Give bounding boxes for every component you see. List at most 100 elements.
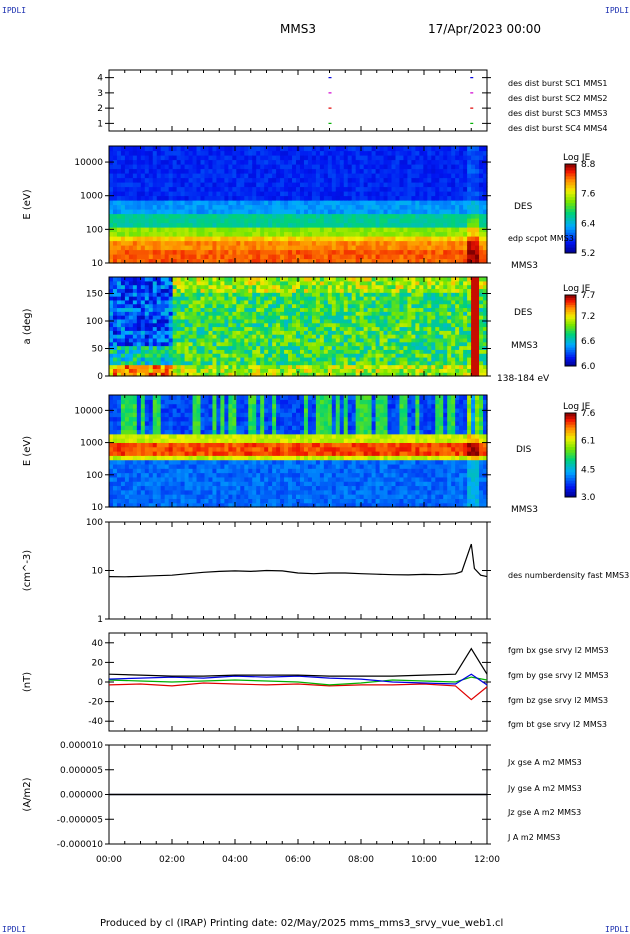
spectrogram-cell bbox=[403, 318, 409, 324]
spectrogram-cell bbox=[164, 277, 170, 282]
spectrogram-cell bbox=[399, 364, 405, 369]
spectrogram-cell bbox=[292, 299, 297, 305]
spectrogram-cell bbox=[347, 150, 353, 156]
spectrogram-cell bbox=[220, 364, 225, 369]
spectrogram-cell bbox=[415, 326, 420, 331]
spectrogram-cell bbox=[212, 288, 218, 293]
spectrogram-cell bbox=[112, 258, 118, 264]
spectrogram-cell bbox=[411, 356, 416, 362]
spectrogram-cell bbox=[379, 299, 385, 305]
spectrogram-cell bbox=[232, 213, 237, 219]
spectrogram-cell bbox=[132, 254, 138, 260]
spectrogram-cell bbox=[427, 303, 432, 309]
spectrogram-cell bbox=[296, 222, 301, 228]
spectrogram-cell bbox=[132, 368, 138, 373]
spectrogram-cell bbox=[307, 360, 313, 366]
spectrogram-cell bbox=[260, 155, 265, 161]
spectrogram-cell bbox=[367, 168, 373, 174]
spectrogram-cell bbox=[407, 303, 412, 309]
spectrogram-cell bbox=[272, 326, 277, 331]
spectrogram-cell bbox=[152, 322, 158, 328]
spectrogram-cell bbox=[276, 277, 281, 282]
spectrogram-cell bbox=[371, 284, 377, 290]
spectrogram-cell bbox=[168, 315, 174, 320]
spectrogram-cell bbox=[268, 164, 273, 170]
spectrogram-cell bbox=[292, 245, 297, 251]
spectrogram-cell bbox=[375, 177, 381, 183]
spectrogram-cell bbox=[323, 240, 329, 246]
spectrogram-cell bbox=[296, 168, 301, 174]
spectrogram-cell bbox=[443, 159, 448, 165]
spectrogram-cell bbox=[264, 353, 269, 358]
spectrogram-cell bbox=[423, 345, 428, 350]
spectrogram-cell bbox=[176, 173, 182, 179]
spectrogram-cell bbox=[109, 322, 114, 328]
spectrogram-cell bbox=[343, 236, 349, 242]
spectrogram-cell bbox=[455, 231, 460, 237]
spectrogram-cell bbox=[160, 322, 166, 328]
spectrogram-cell bbox=[248, 231, 253, 237]
spectrogram-cell bbox=[172, 330, 178, 335]
spectrogram-cell bbox=[144, 307, 150, 312]
spectrogram-cell bbox=[383, 322, 389, 328]
spectrogram-cell bbox=[280, 349, 285, 354]
spectrogram-cell bbox=[399, 337, 405, 343]
spectrogram-cell bbox=[443, 245, 448, 251]
spectrogram-cell bbox=[327, 159, 333, 165]
spectrogram-cell bbox=[220, 209, 225, 215]
spectrogram-cell bbox=[471, 231, 476, 237]
spectrogram-cell bbox=[200, 213, 206, 219]
spectrogram-cell bbox=[124, 315, 130, 320]
spectrogram-cell bbox=[284, 254, 289, 260]
spectrogram-cell bbox=[164, 177, 170, 183]
spectrogram-cell bbox=[355, 288, 361, 293]
panel-right-label: DES bbox=[514, 202, 533, 212]
spectrogram-cell bbox=[307, 334, 313, 339]
spectrogram-cell bbox=[109, 372, 114, 377]
spectrogram-cell bbox=[280, 311, 285, 316]
spectrogram-cell bbox=[140, 240, 146, 246]
spectrogram-cell bbox=[232, 164, 237, 170]
colorbar-segment bbox=[565, 214, 576, 218]
spectrogram-cell bbox=[351, 322, 357, 328]
spectrogram-cell bbox=[200, 209, 206, 215]
spectrogram-cell bbox=[431, 349, 436, 354]
spectrogram-cell bbox=[248, 218, 253, 224]
spectrogram-cell bbox=[451, 368, 456, 373]
spectrogram-cell bbox=[307, 345, 313, 350]
spectrogram-cell bbox=[379, 240, 385, 246]
spectrogram-cell bbox=[220, 236, 225, 242]
spectrogram-cell bbox=[260, 231, 265, 237]
spectrogram-cell bbox=[240, 284, 245, 290]
spectrogram-cell bbox=[132, 284, 138, 290]
spectrogram-cell bbox=[112, 345, 118, 350]
spectrogram-cell bbox=[339, 173, 345, 179]
spectrogram-cell bbox=[284, 164, 289, 170]
spectrogram-cell bbox=[140, 315, 146, 320]
spectrogram-cell bbox=[471, 213, 476, 219]
spectrogram-cell bbox=[431, 173, 436, 179]
spectrogram-cell bbox=[200, 341, 206, 347]
spectrogram-cell bbox=[276, 284, 281, 290]
spectrogram-cell bbox=[459, 155, 464, 161]
spectrogram-cell bbox=[280, 150, 285, 156]
spectrogram-cell bbox=[168, 330, 174, 335]
spectrogram-cell bbox=[116, 277, 122, 282]
spectrogram-cell bbox=[116, 345, 122, 350]
spectrogram-cell bbox=[335, 150, 341, 156]
spectrogram-cell bbox=[136, 146, 142, 152]
spectrogram-cell bbox=[451, 349, 456, 354]
spectrogram-cell bbox=[319, 164, 325, 170]
spectrogram-cell bbox=[132, 164, 138, 170]
spectrogram-cell bbox=[303, 349, 309, 354]
spectrogram-cell bbox=[109, 364, 114, 369]
panel-right-label: MMS3 bbox=[511, 261, 538, 271]
spectrogram-cell bbox=[467, 191, 472, 197]
spectrogram-cell bbox=[323, 186, 329, 192]
spectrogram-cell bbox=[212, 159, 218, 165]
spectrogram-cell bbox=[331, 318, 337, 324]
spectrogram-cell bbox=[128, 227, 134, 233]
spectrogram-cell bbox=[160, 372, 166, 377]
spectrogram-cell bbox=[136, 245, 142, 251]
spectrogram-cell bbox=[343, 204, 349, 210]
